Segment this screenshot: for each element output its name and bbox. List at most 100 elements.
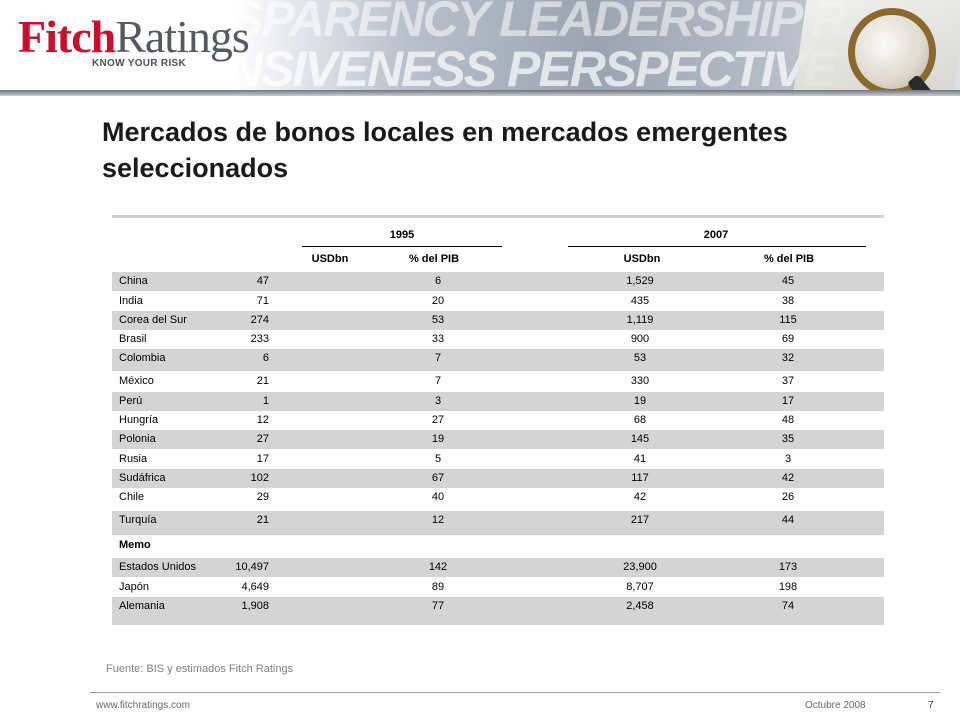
row-label: India xyxy=(119,295,143,307)
cell-pib-2007: 198 xyxy=(778,581,798,593)
cell-pib-2007: 35 xyxy=(781,433,795,445)
cell-usd-2007: 19 xyxy=(633,395,647,407)
cell-pib-2007: 74 xyxy=(781,600,795,612)
slide-title: Mercados de bonos locales en mercados em… xyxy=(102,117,788,183)
bond-market-table: 1995 2007 USDbn % del PIB USDbn % del PI… xyxy=(112,215,884,627)
banner-line-2: ONSIVENESS PERSPECTIVE TRANSPARENCY L xyxy=(230,41,850,96)
table-row: Polonia 27 19 145 35 xyxy=(112,430,884,449)
cell-pib-1995: 40 xyxy=(431,491,445,503)
row-label: Memo xyxy=(119,539,151,551)
cell-pib-2007: 69 xyxy=(781,333,795,345)
row-label: Rusia xyxy=(119,453,148,465)
cell-pib-1995: 19 xyxy=(431,433,445,445)
source-note: Fuente: BIS y estimados Fitch Ratings xyxy=(106,663,294,675)
cell-pib-1995: 7 xyxy=(434,375,442,387)
cell-pib-1995: 27 xyxy=(431,414,445,426)
cell-usd-2007: 8,707 xyxy=(626,581,654,593)
cell-pib-1995: 7 xyxy=(434,352,442,364)
cell-usd-1995: 10,497 xyxy=(235,561,269,573)
cell-usd-2007: 42 xyxy=(633,491,647,503)
row-label: Corea del Sur xyxy=(119,314,187,326)
cell-usd-2007: 1,119 xyxy=(626,314,654,326)
table-top-rule xyxy=(112,215,884,218)
cell-usd-2007: 1,529 xyxy=(626,275,654,287)
page-number: 7 xyxy=(928,700,934,711)
year-header-2007: 2007 xyxy=(703,229,729,241)
cell-usd-2007: 900 xyxy=(630,333,650,345)
cell-usd-2007: 145 xyxy=(630,433,650,445)
fitch-ratings-logo: FitchRatings KNOW YOUR RISK xyxy=(18,14,250,70)
cell-pib-1995: 3 xyxy=(434,395,442,407)
cell-usd-1995: 29 xyxy=(256,491,269,503)
table-row: México 21 7 330 37 xyxy=(112,372,884,391)
row-label: Sudáfrica xyxy=(119,472,166,484)
table-row: Rusia 17 5 41 3 xyxy=(112,450,884,469)
cell-usd-2007: 117 xyxy=(631,472,649,484)
cell-usd-1995: 4,649 xyxy=(241,581,269,593)
table-row: Corea del Sur 274 53 1,119 115 xyxy=(112,311,884,330)
table-row: Chile 29 40 42 26 xyxy=(112,488,884,507)
cell-pib-1995: 67 xyxy=(431,472,445,484)
cell-pib-1995: 20 xyxy=(431,295,445,307)
cell-pib-2007: 26 xyxy=(781,491,795,503)
col-header-pib-1995: % del PIB xyxy=(408,253,460,265)
cell-usd-1995: 102 xyxy=(250,472,269,484)
cell-usd-2007: 2,458 xyxy=(626,600,654,612)
table-row: Memo xyxy=(112,536,884,558)
cell-pib-1995: 12 xyxy=(431,514,445,526)
row-label: Estados Unidos xyxy=(119,561,197,573)
row-label: Turquía xyxy=(119,514,157,526)
cell-pib-1995: 5 xyxy=(434,453,442,465)
row-label: Chile xyxy=(119,491,145,503)
footer-date: Octubre 2008 xyxy=(805,700,866,711)
cell-usd-1995: 27 xyxy=(256,433,269,445)
footer-rule xyxy=(90,692,940,693)
col-header-usd-1995: USDbn xyxy=(311,253,349,265)
cell-usd-1995: 1,908 xyxy=(241,600,269,612)
col-header-usd-2007: USDbn xyxy=(623,253,661,265)
cell-usd-1995: 21 xyxy=(256,375,269,387)
cell-usd-1995: 6 xyxy=(262,352,269,364)
row-label: México xyxy=(119,375,154,387)
table-row: Perú 1 3 19 17 xyxy=(112,392,884,411)
cell-usd-1995: 21 xyxy=(256,514,269,526)
footer-url: www.fitchratings.com xyxy=(96,700,190,711)
cell-usd-1995: 274 xyxy=(250,314,269,326)
cell-pib-2007: 38 xyxy=(781,295,795,307)
row-label: Perú xyxy=(119,395,143,407)
cell-pib-2007: 173 xyxy=(778,561,798,573)
cell-pib-2007: 37 xyxy=(781,375,795,387)
cell-pib-2007: 44 xyxy=(781,514,795,526)
table-row: Hungría 12 27 68 48 xyxy=(112,411,884,430)
row-label: China xyxy=(119,275,148,287)
row-label: Alemania xyxy=(119,600,165,612)
cell-pib-2007: 32 xyxy=(781,352,795,364)
cell-pib-2007: 45 xyxy=(781,275,795,287)
cell-usd-1995: 233 xyxy=(250,333,269,345)
row-label: Brasil xyxy=(119,333,147,345)
banner-wordmark: SPARENCY LEADERSHIP RESPONSIVENESS ONSIV… xyxy=(230,0,850,96)
cell-usd-1995: 1 xyxy=(262,395,269,407)
cell-usd-2007: 53 xyxy=(633,352,647,364)
table-row: Colombia 6 7 53 32 xyxy=(112,349,884,371)
year-rule-1995 xyxy=(302,246,502,247)
cell-pib-1995: 33 xyxy=(431,333,445,345)
table-row: China 47 6 1,529 45 xyxy=(112,272,884,291)
row-label: Polonia xyxy=(119,433,156,445)
table-row: Turquía 21 12 217 44 xyxy=(112,511,884,535)
cell-pib-1995: 77 xyxy=(431,600,445,612)
header-banner: SPARENCY LEADERSHIP RESPONSIVENESS ONSIV… xyxy=(0,0,960,96)
row-label: Japón xyxy=(119,581,149,593)
cell-usd-2007: 68 xyxy=(633,414,647,426)
cell-usd-2007: 435 xyxy=(630,295,650,307)
table-row: Brasil 233 33 900 69 xyxy=(112,330,884,349)
cell-pib-2007: 17 xyxy=(781,395,795,407)
banner-line-1: SPARENCY LEADERSHIP RESPONSIVENESS xyxy=(230,0,850,47)
cell-pib-1995: 142 xyxy=(428,561,448,573)
cell-pib-2007: 115 xyxy=(779,314,797,326)
cell-usd-1995: 12 xyxy=(256,414,269,426)
table-row: Sudáfrica 102 67 117 42 xyxy=(112,469,884,488)
table-row: Alemania 1,908 77 2,458 74 xyxy=(112,597,884,625)
cell-pib-2007: 42 xyxy=(781,472,795,484)
cell-usd-2007: 330 xyxy=(630,375,650,387)
